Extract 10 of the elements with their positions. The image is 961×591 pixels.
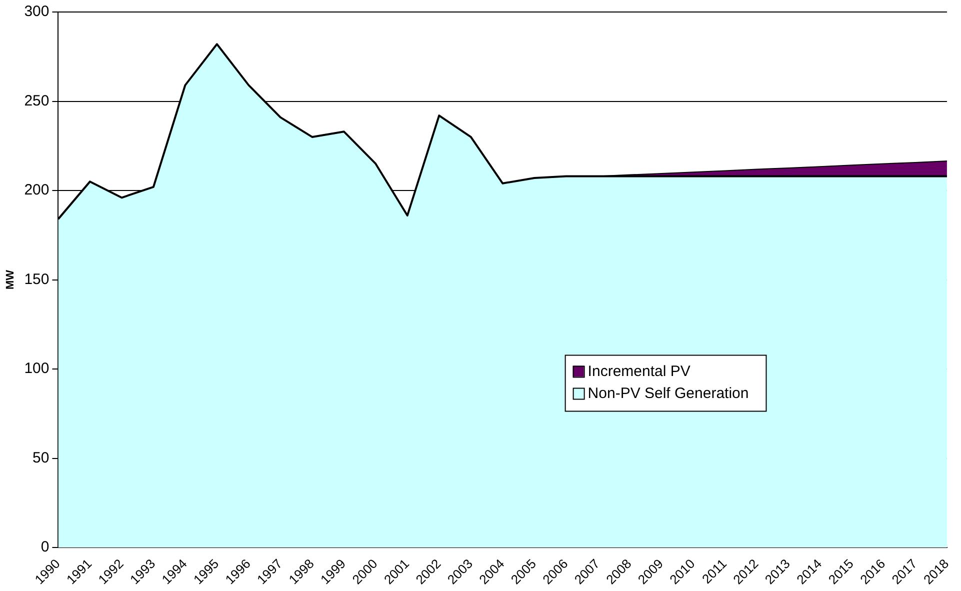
y-tick-label: 100 [24,360,50,378]
y-tick-label: 150 [24,270,50,288]
y-tick-label: 0 [40,538,50,556]
y-tick-label: 300 [24,3,50,20]
y-tick-label: 250 [24,92,50,110]
legend-label: Incremental PV [588,362,690,380]
legend-label: Non-PV Self Generation [588,384,749,402]
y-tick-label: 200 [24,182,50,199]
y-axis-title: MW [4,269,17,290]
y-tick-label: 50 [32,449,50,466]
